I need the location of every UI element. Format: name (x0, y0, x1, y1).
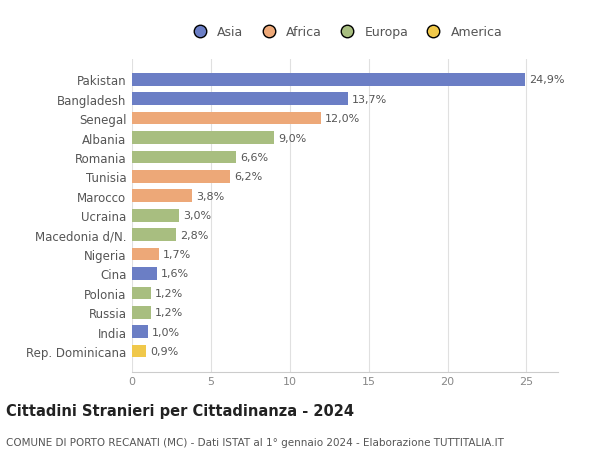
Bar (132, 325, 148, 338)
Text: 6,2%: 6,2% (234, 172, 262, 182)
Text: 1,0%: 1,0% (152, 327, 180, 337)
Text: 0,9%: 0,9% (150, 347, 178, 356)
Text: COMUNE DI PORTO RECANATI (MC) - Dati ISTAT al 1° gennaio 2024 - Elaborazione TUT: COMUNE DI PORTO RECANATI (MC) - Dati IST… (6, 437, 504, 448)
Text: 3,8%: 3,8% (196, 191, 224, 202)
Bar (132, 132, 274, 145)
Text: 1,6%: 1,6% (161, 269, 190, 279)
Bar (132, 287, 151, 300)
Bar (132, 74, 525, 86)
Bar (132, 345, 146, 358)
Text: 1,7%: 1,7% (163, 250, 191, 259)
Text: 6,6%: 6,6% (240, 153, 268, 162)
Text: 13,7%: 13,7% (352, 95, 388, 105)
Text: 1,2%: 1,2% (155, 288, 183, 298)
Text: 9,0%: 9,0% (278, 133, 306, 143)
Bar (132, 209, 179, 222)
Bar (132, 190, 192, 203)
Bar (132, 229, 176, 241)
Bar (132, 306, 151, 319)
Text: 12,0%: 12,0% (325, 114, 361, 124)
Bar (132, 93, 348, 106)
Bar (132, 151, 236, 164)
Text: 24,9%: 24,9% (529, 75, 565, 85)
Text: Cittadini Stranieri per Cittadinanza - 2024: Cittadini Stranieri per Cittadinanza - 2… (6, 403, 354, 418)
Text: 2,8%: 2,8% (180, 230, 208, 240)
Text: 1,2%: 1,2% (155, 308, 183, 318)
Text: 3,0%: 3,0% (183, 211, 211, 221)
Bar (132, 112, 322, 125)
Bar (132, 248, 159, 261)
Bar (132, 171, 230, 183)
Legend: Asia, Africa, Europa, America: Asia, Africa, Europa, America (184, 22, 506, 43)
Bar (132, 268, 157, 280)
